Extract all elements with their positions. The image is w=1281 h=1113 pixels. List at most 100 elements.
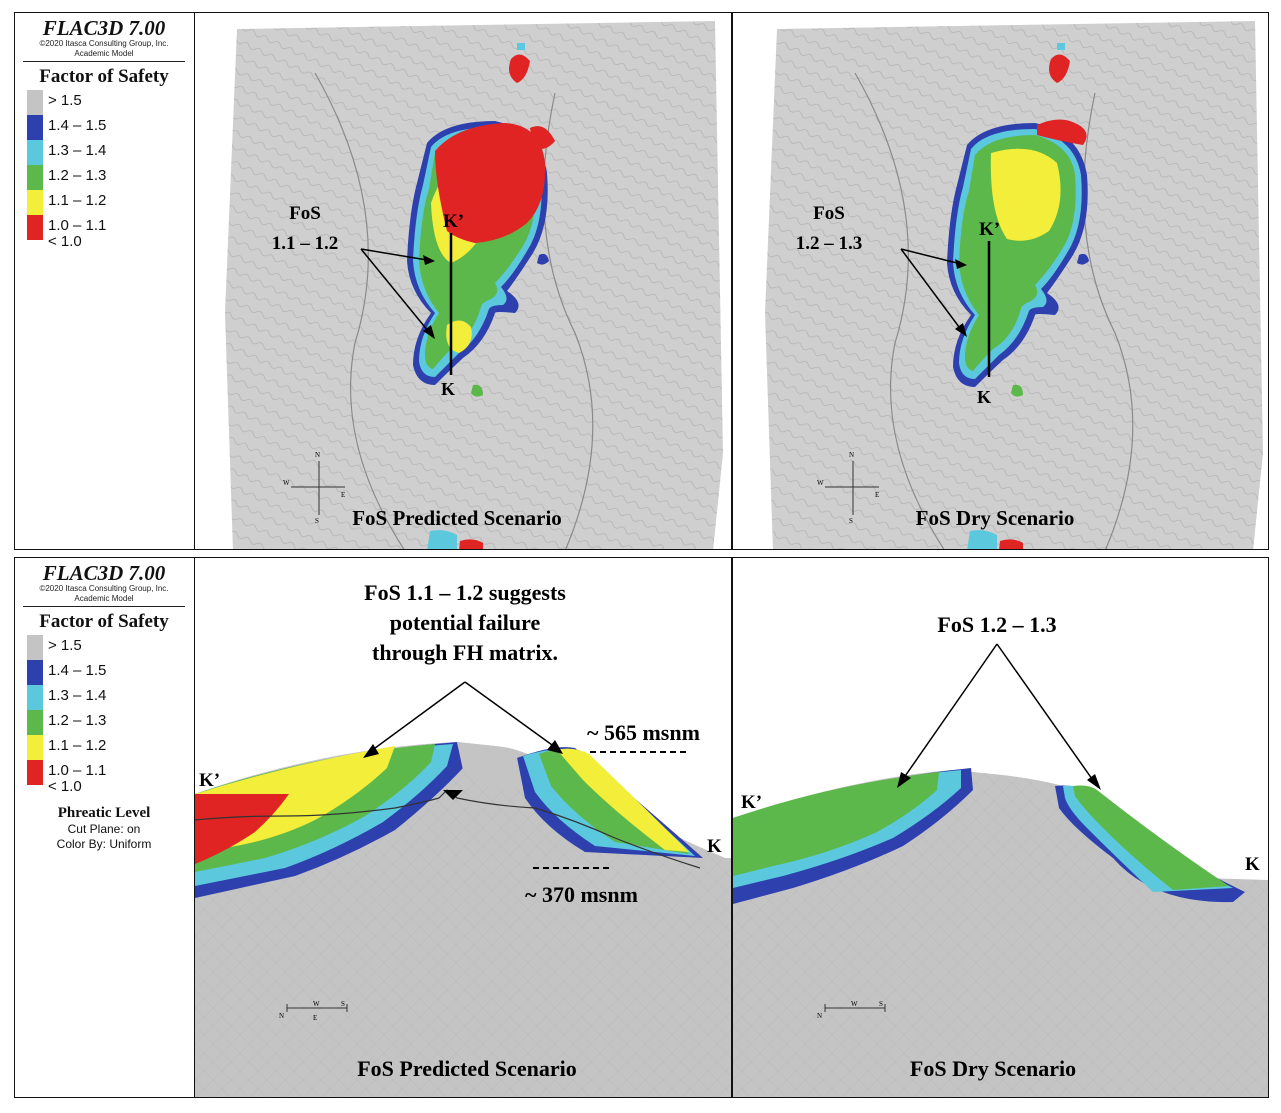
arrow-head [955, 323, 967, 337]
legend-item-label: 1.4 – 1.5 [48, 117, 107, 134]
legend-item-1: > 1.5 [15, 90, 193, 115]
elev-top-label: ~ 565 msnm [587, 720, 700, 745]
legend-divider [23, 606, 185, 607]
legend-swatch [27, 685, 43, 710]
legend-item-1: > 1.5 [15, 635, 193, 660]
k-label: K [1245, 854, 1260, 875]
fos-zone-blue-spot [1077, 253, 1089, 265]
legend-copyright: ©2020 Itasca Consulting Group, Inc. [39, 584, 169, 593]
k-prime-label: K’ [741, 792, 762, 813]
legend-item-5: 1.1 – 1.2 [15, 735, 193, 760]
compass-s: S [315, 517, 319, 525]
scale-n: N [279, 1012, 284, 1020]
legend-item-2: 1.4 – 1.5 [15, 115, 193, 140]
scale-e: E [313, 1014, 317, 1022]
top-left-map-panel: FoS 1.1 – 1.2 K’ K N S E W FoS Predicted… [194, 12, 732, 550]
scale-n: N [817, 1012, 822, 1020]
arrow-head [897, 772, 911, 788]
arrow-line [900, 248, 966, 336]
fos-zone-red-small [1049, 54, 1070, 83]
fos-band-yellow [557, 748, 689, 852]
bottom-right-section-panel: FoS 1.2 – 1.3 K’ K N W S FoS Dry Scenari… [732, 557, 1269, 1098]
legend-top: FLAC3D 7.00 ©2020 Itasca Consulting Grou… [15, 17, 193, 250]
annotation-line1: FoS 1.1 – 1.2 suggests [364, 580, 566, 605]
legend-item-label: 1.4 – 1.5 [48, 662, 107, 679]
compass-e: E [875, 491, 879, 499]
legend-title: FLAC3D 7.00 [42, 561, 166, 585]
arrow-line [900, 643, 998, 783]
phreatic-cut-plane: Cut Plane: on [67, 822, 141, 836]
fos-zone-green-spot [1011, 384, 1023, 397]
k-prime-label: K’ [979, 219, 1000, 240]
legend-copyright: ©2020 Itasca Consulting Group, Inc. [39, 39, 169, 48]
bottom-left-section-panel: FoS 1.1 – 1.2 suggests potential failure… [194, 557, 732, 1098]
map-predicted: FoS 1.1 – 1.2 K’ K N S E W FoS Predicted… [225, 21, 723, 549]
bottom-legend-panel: FLAC3D 7.00 ©2020 Itasca Consulting Grou… [14, 557, 195, 1098]
arrow-line [996, 643, 1098, 787]
legend-item-label: > 1.5 [48, 92, 82, 109]
fos-zone-green-spot [471, 384, 483, 397]
legend-item-3: 1.3 – 1.4 [15, 140, 193, 165]
k-label: K [441, 379, 455, 399]
arrow-line [464, 681, 560, 751]
scale-s: S [879, 1000, 883, 1008]
legend-last-label: < 1.0 [48, 233, 82, 250]
fos-zone-cyan-small [517, 43, 525, 50]
scale-bar-icon [286, 1004, 348, 1012]
legend-swatch [27, 190, 43, 215]
scale-w: W [851, 1000, 858, 1008]
legend-item-5: 1.1 – 1.2 [15, 190, 193, 215]
legend-swatch [27, 735, 43, 760]
water-table-marker [443, 790, 463, 800]
k-label: K [977, 387, 991, 407]
legend-title: FLAC3D 7.00 [42, 16, 166, 40]
fos-label-line1: FoS [813, 203, 845, 224]
legend-item-6: 1.0 – 1.1 [15, 760, 193, 785]
legend-item-6: 1.0 – 1.1 [15, 215, 193, 240]
legend-item-label: 1.3 – 1.4 [48, 687, 107, 704]
fos-label-line2: 1.2 – 1.3 [796, 233, 863, 254]
annotation: FoS 1.2 – 1.3 [937, 612, 1056, 637]
k-prime-label: K’ [443, 211, 464, 232]
compass-e: E [341, 491, 345, 499]
legend-swatch [27, 215, 43, 240]
fos-zone-bottom [427, 530, 457, 549]
phreatic-color-by: Color By: Uniform [56, 837, 152, 851]
legend-item-label: 1.3 – 1.4 [48, 142, 107, 159]
legend-swatch [27, 165, 43, 190]
scale-s: S [341, 1000, 345, 1008]
compass-n: N [849, 451, 854, 459]
caption: FoS Dry Scenario [910, 1056, 1076, 1081]
fos-zone-red [1037, 119, 1087, 145]
fos-label-line2: 1.1 – 1.2 [272, 233, 339, 254]
arrow-head [363, 744, 379, 758]
ground-notch [457, 742, 523, 788]
caption: FoS Dry Scenario [916, 506, 1075, 530]
compass-icon [825, 461, 879, 515]
arrow-head [955, 259, 967, 269]
legend-last-label: < 1.0 [48, 778, 82, 795]
legend-heading: Factor of Safety [39, 66, 169, 87]
terrain-ridge [854, 72, 945, 549]
terrain-ridge [314, 72, 405, 549]
section-predicted: FoS 1.1 – 1.2 suggests potential failure… [195, 580, 731, 1097]
fos-band-red [195, 794, 289, 864]
k-label: K [707, 836, 722, 857]
legend-model: Academic Model [74, 594, 134, 603]
legend-item-label: 1.2 – 1.3 [48, 712, 107, 729]
fos-zone-blue-spot [537, 253, 549, 265]
map-dry: FoS 1.2 – 1.3 K’ K N S E W FoS Dry Scena… [765, 21, 1263, 549]
arrow-head [547, 740, 563, 754]
compass-icon [291, 461, 345, 515]
compass-w: W [817, 479, 824, 487]
legend-item-label: 1.2 – 1.3 [48, 167, 107, 184]
k-prime-label: K’ [199, 770, 220, 791]
annotation-line2: potential failure [390, 610, 541, 635]
section-dry: FoS 1.2 – 1.3 K’ K N W S FoS Dry Scenari… [733, 612, 1268, 1097]
legend-swatch [27, 115, 43, 140]
scale-w: W [313, 1000, 320, 1008]
arrow-line [360, 248, 434, 262]
legend-heading: Factor of Safety [39, 611, 169, 632]
fos-band-green [1073, 785, 1229, 890]
legend-swatch [27, 710, 43, 735]
